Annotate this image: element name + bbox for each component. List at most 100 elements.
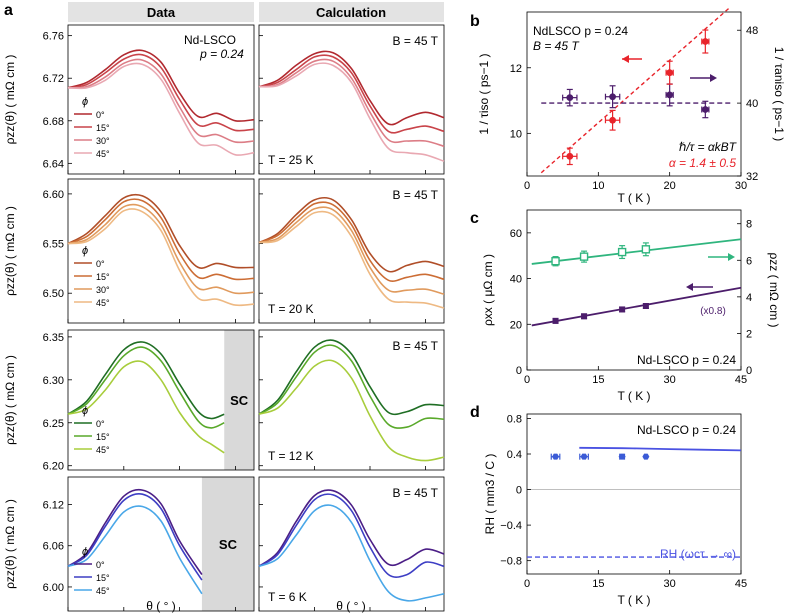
- plot-frame: [526, 11, 742, 177]
- y-tick-label-left: 10: [510, 128, 522, 140]
- iso-point: [701, 38, 709, 45]
- calc-curve-0°: [258, 489, 445, 567]
- y-tick-label: 6.72: [43, 73, 64, 85]
- x-axis-title: T ( K ): [617, 593, 650, 607]
- row-2-calc-plot: T = 20 K B = 45 T: [258, 178, 445, 324]
- y-tick-label: 6.64: [43, 158, 64, 170]
- x-tick-label: 0: [524, 578, 530, 590]
- data-curve-0°: [67, 193, 255, 269]
- legend-label: 15°: [96, 432, 110, 442]
- legend-label: 0°: [96, 259, 105, 269]
- data-curve-0°: [67, 341, 225, 420]
- x-tick-label: 0: [524, 374, 530, 386]
- y-tick-label: −0.4: [500, 520, 522, 532]
- y-tick-label: 6.55: [43, 239, 64, 251]
- rh-point: [552, 453, 560, 460]
- panel-a: 6.64 6.68 6.72 6.76 ϕ 0° 15° 30° 45° T = 25 K B = …: [3, 24, 445, 613]
- rh-limit-legend: RH (ωcτ → ∞): [660, 547, 736, 561]
- data-curve-30°: [67, 203, 255, 295]
- data-curve-0°: [67, 49, 255, 122]
- rho-zz-fit-line: [531, 238, 742, 265]
- rh-point: [618, 453, 626, 460]
- y-tick-label: −0.8: [500, 556, 522, 568]
- x-axis-title: T ( K ): [617, 389, 650, 403]
- rho-xx-point: [619, 306, 626, 313]
- rho-zz-point: [617, 247, 627, 257]
- data-curve-15°: [67, 198, 255, 281]
- y-tick-label: 6.25: [43, 418, 64, 430]
- calc-curve-30°: [258, 206, 445, 295]
- x-axis-title-data: θ ( ° ): [146, 599, 175, 613]
- x-tick-label: 15: [592, 374, 604, 386]
- calc-curve-45°: [258, 359, 445, 462]
- sample-label: NdLSCO p = 0.24: [533, 24, 628, 38]
- plot-frame: [67, 178, 255, 324]
- y-tick-label: 6.12: [43, 499, 64, 511]
- y-tick-label-right: 4: [746, 292, 752, 304]
- data-curve-15°: [67, 346, 225, 429]
- y-tick-label: 6.60: [43, 189, 64, 201]
- y-tick-label: 6.30: [43, 375, 64, 387]
- data-curve-30°: [67, 58, 255, 144]
- rho-xx-fit-line: [531, 286, 742, 327]
- data-curve-45°: [67, 208, 255, 307]
- aniso-point: [701, 106, 709, 113]
- sc-label: SC: [219, 537, 238, 552]
- rho-zz-point: [641, 245, 651, 254]
- temperature-label: T = 6 K: [268, 590, 307, 604]
- field-label: B = 45 T: [393, 339, 439, 353]
- calc-curve-15°: [258, 201, 445, 282]
- data-curve-45°: [67, 360, 225, 454]
- data-curve-45°: [67, 62, 255, 156]
- plot-frame: [67, 329, 255, 471]
- plot-frame: [526, 413, 742, 575]
- temperature-label: T = 25 K: [268, 153, 313, 167]
- legend-label: 15°: [96, 573, 110, 583]
- sc-region: [224, 330, 254, 470]
- row-2-data-plot: 6.50 6.55 6.60 ϕ 0° 15° 30° 45°: [43, 178, 255, 324]
- aniso-point: [566, 94, 574, 102]
- iso-axis-arrowhead: [622, 55, 629, 63]
- sc-region: [201, 477, 254, 611]
- x-tick-label: 45: [735, 578, 747, 590]
- y-axis-title: ρzz(θ) ( mΩ cm ): [3, 499, 17, 589]
- x-axis-title-calc: θ ( ° ): [336, 599, 365, 613]
- calc-curve-0°: [258, 339, 445, 416]
- y-tick-label-left: 20: [510, 319, 522, 331]
- y-tick-label: 6.68: [43, 116, 64, 128]
- x-tick-label: 20: [664, 180, 676, 192]
- y-tick-label-right: 8: [746, 219, 752, 231]
- y-tick-label-left: 0: [516, 365, 522, 377]
- rho-xx-axis-arrowhead: [686, 283, 693, 291]
- rho-xx-point: [581, 313, 588, 320]
- panel-c-label: c: [470, 210, 479, 227]
- y-tick-label: 6.06: [43, 541, 64, 553]
- calc-curve-45°: [258, 210, 445, 309]
- iso-point: [609, 116, 616, 124]
- rho-xx-point: [642, 303, 649, 309]
- plot-frame: [526, 209, 742, 371]
- y-tick-label-right: 32: [746, 171, 758, 183]
- y-left-title: 1 / τiso ( ps−1 ): [477, 53, 491, 134]
- header-calc-bg: [259, 2, 444, 22]
- calc-curve-0°: [258, 50, 445, 126]
- doping-label: p = 0.24: [199, 47, 244, 61]
- header-data-bg: [68, 2, 254, 22]
- calc-curve-15°: [258, 54, 445, 134]
- aniso-point: [609, 93, 616, 101]
- data-curve-0°: [67, 488, 203, 576]
- legend-label: 15°: [96, 123, 110, 133]
- row-4-calc-plot: 0306090T = 6 KB = 45 T: [258, 476, 445, 612]
- field-label: B = 45 T: [393, 188, 439, 202]
- y-tick-label-left: 40: [510, 274, 522, 286]
- y-tick-label-right: 48: [746, 25, 758, 37]
- temperature-label: T = 12 K: [268, 449, 313, 463]
- data-curve-15°: [67, 53, 255, 132]
- legend-label: 30°: [96, 285, 110, 295]
- panel-b-label: b: [470, 13, 480, 30]
- legend-label: 30°: [96, 136, 110, 146]
- legend-label: 45°: [96, 445, 110, 455]
- y-tick-label: 6.76: [43, 31, 64, 43]
- row-3-data-plot: SC 6.20 6.25 6.30 6.35 ϕ 0° 15° 45°: [43, 329, 255, 473]
